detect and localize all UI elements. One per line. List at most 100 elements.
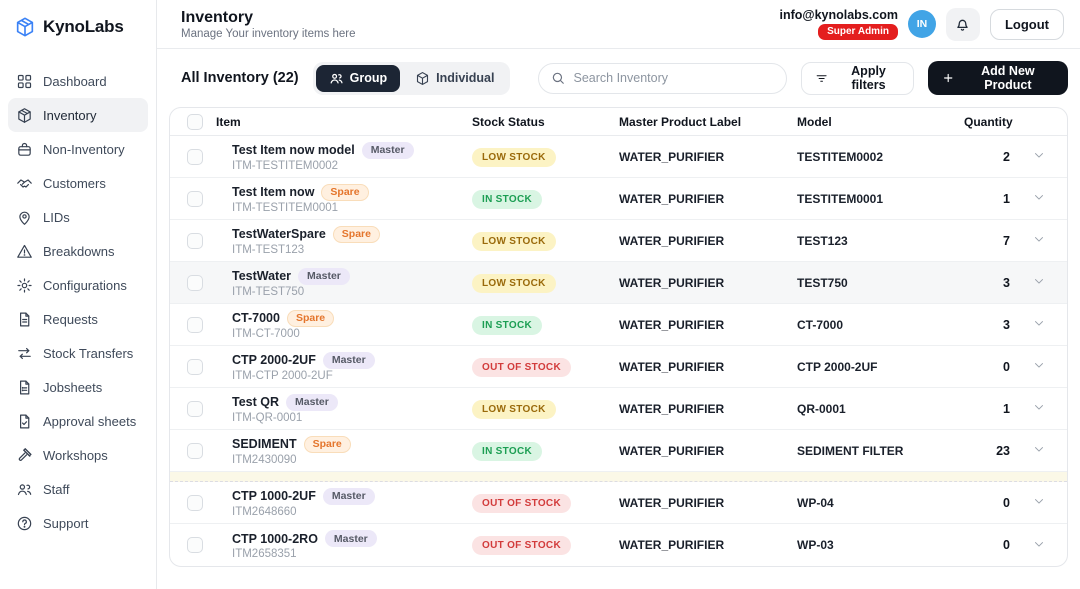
row-checkbox[interactable] xyxy=(187,148,203,165)
search-input[interactable] xyxy=(573,71,775,85)
model: TEST750 xyxy=(797,275,848,290)
topbar-right: info@kynolabs.com Super Admin IN Logout xyxy=(779,7,1064,41)
row-checkbox[interactable] xyxy=(187,274,203,291)
toggle-individual-label: Individual xyxy=(436,71,495,85)
sidebar-item-lids[interactable]: LIDs xyxy=(8,200,148,234)
row-checkbox[interactable] xyxy=(187,316,203,333)
view-toggle: Group Individual xyxy=(312,61,511,95)
page-subtitle: Manage Your inventory items here xyxy=(181,27,356,40)
expand-row-button[interactable] xyxy=(1029,147,1049,167)
row-checkbox[interactable] xyxy=(187,494,203,511)
item-name: SEDIMENT xyxy=(232,437,297,451)
expand-row-button[interactable] xyxy=(1029,399,1049,419)
notifications-button[interactable] xyxy=(945,7,980,41)
expand-row-button[interactable] xyxy=(1029,357,1049,377)
item-type-badge: Spare xyxy=(303,435,351,453)
chevron-down-icon xyxy=(1032,537,1046,554)
quantity: 1 xyxy=(1003,401,1010,416)
item-code: ITM2648660 xyxy=(232,505,297,518)
sidebar-item-requests[interactable]: Requests xyxy=(8,302,148,336)
row-checkbox[interactable] xyxy=(187,400,203,417)
sidebar-item-non-inventory[interactable]: Non-Inventory xyxy=(8,132,148,166)
row-checkbox[interactable] xyxy=(187,442,203,459)
sidebar-item-stock-transfers[interactable]: Stock Transfers xyxy=(8,336,148,370)
master-product-label: WATER_PURIFIER xyxy=(619,443,725,458)
sidebar-item-approval-sheets[interactable]: Approval sheets xyxy=(8,404,148,438)
customers-icon xyxy=(16,175,33,192)
table-row: CTP 1000-2RO Master ITM2658351 OUT OF STOCK… xyxy=(170,524,1067,566)
non-inventory-icon xyxy=(16,141,33,158)
stock-status-badge: OUT OF STOCK xyxy=(472,536,571,555)
sidebar-item-label: LIDs xyxy=(43,209,70,225)
select-all-checkbox[interactable] xyxy=(187,113,203,130)
sidebar-item-configurations[interactable]: Configurations xyxy=(8,268,148,302)
expand-row-button[interactable] xyxy=(1029,493,1049,513)
item-name: Test Item now model xyxy=(232,143,355,157)
sidebar-item-label: Stock Transfers xyxy=(43,345,134,361)
sidebar-item-inventory[interactable]: Inventory xyxy=(8,98,148,132)
sidebar-item-support[interactable]: Support xyxy=(8,506,148,540)
expand-row-button[interactable] xyxy=(1029,231,1049,251)
apply-filters-label: Apply filters xyxy=(851,64,886,92)
row-checkbox[interactable] xyxy=(187,358,203,375)
requests-icon xyxy=(16,311,33,328)
model: TEST123 xyxy=(797,233,848,248)
chevron-down-icon xyxy=(1032,316,1046,333)
column-header-item: Item xyxy=(216,114,241,129)
list-title: All Inventory (22) xyxy=(181,70,299,86)
jobsheets-icon xyxy=(16,379,33,396)
sidebar-item-label: Support xyxy=(43,515,89,531)
apply-filters-button[interactable]: Apply filters xyxy=(801,61,915,95)
stock-status-badge: OUT OF STOCK xyxy=(472,493,571,513)
item-code: ITM-CTP 2000-2UF xyxy=(232,369,333,382)
quantity: 7 xyxy=(1003,233,1010,248)
sidebar-item-label: Jobsheets xyxy=(43,379,103,395)
sidebar-item-customers[interactable]: Customers xyxy=(8,166,148,200)
workshops-icon xyxy=(16,447,33,464)
topbar: Inventory Manage Your inventory items he… xyxy=(157,0,1080,49)
stock-status-badge: OUT OF STOCK xyxy=(472,357,571,377)
expand-row-button[interactable] xyxy=(1029,441,1049,461)
expand-row-button[interactable] xyxy=(1029,535,1049,555)
sidebar-item-jobsheets[interactable]: Jobsheets xyxy=(8,370,148,404)
stock-status-badge: LOW STOCK xyxy=(472,231,556,251)
dashboard-icon xyxy=(16,73,33,90)
sidebar-item-dashboard[interactable]: Dashboard xyxy=(8,64,148,98)
row-checkbox[interactable] xyxy=(187,190,203,207)
expand-row-button[interactable] xyxy=(1029,273,1049,293)
sidebar-item-label: Configurations xyxy=(43,277,127,293)
master-product-label: WATER_PURIFIER xyxy=(619,538,725,552)
toggle-individual[interactable]: Individual xyxy=(402,65,507,92)
row-checkbox[interactable] xyxy=(187,537,203,553)
avatar[interactable]: IN xyxy=(907,10,936,38)
item-code: ITM-TESTITEM0001 xyxy=(232,201,339,214)
chevron-down-icon xyxy=(1032,190,1046,207)
expand-row-button[interactable] xyxy=(1029,189,1049,209)
expand-row-button[interactable] xyxy=(1029,315,1049,335)
sidebar-item-label: Workshops xyxy=(43,447,108,463)
add-new-product-button[interactable]: Add New Product xyxy=(928,61,1068,95)
account-email: info@kynolabs.com xyxy=(779,8,898,22)
table-row: TestWaterSpare Spare ITM-TEST123 LOW STOCK W… xyxy=(170,220,1067,262)
stock-status-badge: LOW STOCK xyxy=(472,273,556,293)
add-new-product-label: Add New Product xyxy=(981,64,1035,92)
chevron-down-icon xyxy=(1032,494,1046,511)
search-box xyxy=(538,62,788,94)
model: TESTITEM0002 xyxy=(797,149,884,164)
toggle-group[interactable]: Group xyxy=(315,64,401,92)
master-product-label: WATER_PURIFIER xyxy=(619,149,725,164)
model: TESTITEM0001 xyxy=(797,191,884,206)
item-type-badge: Spare xyxy=(286,309,335,327)
row-checkbox[interactable] xyxy=(187,232,203,249)
item-code: ITM-TEST750 xyxy=(232,285,305,298)
chevron-down-icon xyxy=(1032,442,1046,459)
sidebar-item-staff[interactable]: Staff xyxy=(8,472,148,506)
sidebar: KynoLabs Dashboard Inventory Non-Inventory… xyxy=(0,0,157,589)
logout-button[interactable]: Logout xyxy=(989,8,1064,40)
stock-transfers-icon xyxy=(16,345,33,362)
column-header-stock-status: Stock Status xyxy=(472,114,545,129)
sidebar-item-workshops[interactable]: Workshops xyxy=(8,438,148,472)
sidebar-item-breakdowns[interactable]: Breakdowns xyxy=(8,234,148,268)
model: CT-7000 xyxy=(797,317,844,332)
